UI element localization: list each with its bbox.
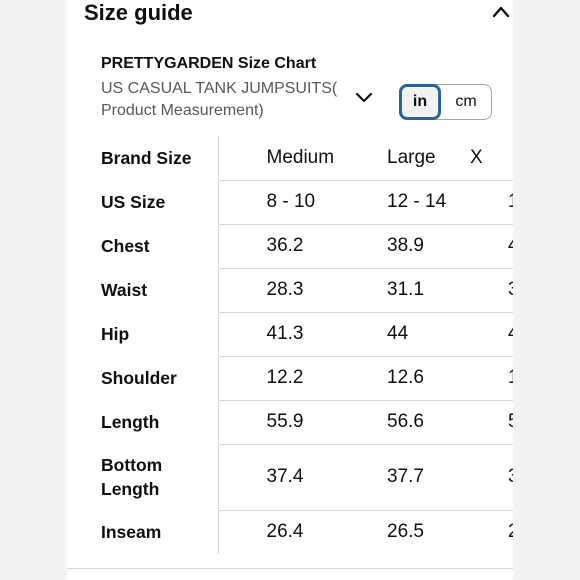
size-guide-panel: Size guide PRETTYGARDEN Size Chart US CA… bbox=[67, 0, 513, 580]
table-cell: 37.4 bbox=[218, 443, 339, 510]
row-label: US Size bbox=[91, 180, 219, 224]
table-cell: 12.2 bbox=[218, 355, 339, 400]
row-label: Shoulder bbox=[91, 356, 219, 400]
size-chart-dropdown[interactable]: US CASUAL TANK JUMPSUITS( Product Measur… bbox=[101, 78, 391, 122]
table-cell: 12 - 14 bbox=[339, 179, 460, 224]
table-cell: 3 bbox=[460, 443, 513, 510]
table-cell: 36.2 bbox=[218, 223, 339, 268]
brand-size-chart-title: PRETTYGARDEN Size Chart bbox=[101, 55, 317, 72]
size-table-container[interactable]: Brand Size Medium Large X US Size 8 - 10… bbox=[67, 136, 513, 556]
unit-cm-button[interactable]: cm bbox=[455, 93, 477, 110]
row-label: Waist bbox=[91, 268, 219, 312]
table-cell: 3 bbox=[460, 267, 513, 312]
row-label: Inseam bbox=[91, 510, 219, 554]
table-cell: 28.3 bbox=[218, 267, 339, 312]
table-cell: 5 bbox=[460, 399, 513, 444]
divider bbox=[67, 568, 513, 569]
table-row: Inseam 26.4 26.5 2 bbox=[91, 509, 513, 554]
size-table: Brand Size Medium Large X US Size 8 - 10… bbox=[91, 136, 513, 554]
table-row: Length 55.9 56.6 5 bbox=[91, 399, 513, 444]
table-row: Shoulder 12.2 12.6 1 bbox=[91, 355, 513, 400]
row-label: Hip bbox=[91, 312, 219, 356]
column-header-large: Large bbox=[387, 146, 436, 168]
table-row: Waist 28.3 31.1 3 bbox=[91, 267, 513, 312]
row-label: Chest bbox=[91, 224, 219, 268]
table-cell: 26.4 bbox=[218, 509, 339, 554]
table-cell: 55.9 bbox=[218, 399, 339, 444]
unit-toggle: in cm bbox=[399, 84, 492, 120]
table-cell: 4 bbox=[460, 311, 513, 356]
table-cell: 44 bbox=[339, 311, 460, 356]
table-cell: 56.6 bbox=[339, 399, 460, 444]
column-header-medium: Medium bbox=[266, 146, 335, 168]
brand-size-header: Brand Size bbox=[91, 136, 219, 180]
table-cell: 31.1 bbox=[339, 267, 460, 312]
table-row: Bottom Length 37.4 37.7 3 bbox=[91, 443, 513, 510]
row-label: Length bbox=[91, 400, 219, 444]
chevron-up-icon[interactable] bbox=[491, 4, 511, 20]
table-cell: 41.3 bbox=[218, 311, 339, 356]
column-header-x: X bbox=[470, 146, 483, 168]
table-cell: 12.6 bbox=[339, 355, 460, 400]
table-row: Chest 36.2 38.9 4 bbox=[91, 223, 513, 268]
table-cell: 37.7 bbox=[339, 443, 460, 510]
unit-in-button[interactable]: in bbox=[399, 84, 441, 120]
size-guide-title: Size guide bbox=[84, 0, 193, 25]
table-cell: 38.9 bbox=[339, 223, 460, 268]
table-cell: 8 - 10 bbox=[218, 179, 339, 224]
chevron-down-icon bbox=[355, 90, 373, 104]
table-cell: 26.5 bbox=[339, 509, 460, 554]
table-cell: 1 bbox=[460, 179, 513, 224]
row-label: Bottom Length bbox=[91, 444, 219, 510]
table-header-row: Brand Size Medium Large X bbox=[91, 136, 513, 180]
table-cell: 2 bbox=[460, 509, 513, 554]
selected-chart-text: US CASUAL TANK JUMPSUITS( Product Measur… bbox=[101, 80, 338, 119]
table-row: Hip 41.3 44 4 bbox=[91, 311, 513, 356]
table-cell: 4 bbox=[460, 223, 513, 268]
table-cell: 1 bbox=[460, 355, 513, 400]
table-row: US Size 8 - 10 12 - 14 1 bbox=[91, 179, 513, 224]
